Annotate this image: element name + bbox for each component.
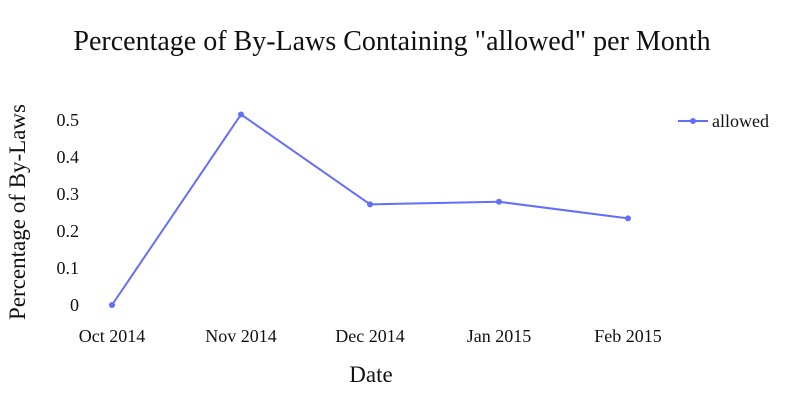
y-tick-label: 0.5 bbox=[57, 110, 80, 130]
legend-label: allowed bbox=[712, 111, 769, 131]
legend-marker-icon bbox=[690, 118, 696, 124]
series-line-0 bbox=[111, 113, 629, 306]
data-point[interactable] bbox=[109, 302, 115, 308]
data-point[interactable] bbox=[625, 215, 631, 222]
data-point[interactable] bbox=[238, 111, 244, 118]
y-tick-label: 0 bbox=[70, 295, 79, 315]
y-tick-label: 0.2 bbox=[57, 221, 80, 241]
plot-area bbox=[109, 111, 631, 308]
x-tick-label: Nov 2014 bbox=[205, 326, 277, 346]
y-tick-label: 0.1 bbox=[57, 258, 80, 278]
x-tick-label: Feb 2015 bbox=[594, 326, 662, 346]
data-point[interactable] bbox=[496, 198, 502, 205]
chart-title: Percentage of By-Laws Containing "allowe… bbox=[73, 26, 710, 57]
y-tick-label: 0.4 bbox=[57, 147, 80, 167]
y-tick-label: 0.3 bbox=[57, 184, 80, 204]
x-axis-title: Date bbox=[349, 362, 392, 387]
y-axis-ticks: 0 0.1 0.2 0.3 0.4 0.5 bbox=[57, 110, 80, 315]
x-tick-label: Jan 2015 bbox=[467, 326, 532, 346]
x-tick-label: Dec 2014 bbox=[335, 326, 404, 346]
data-point[interactable] bbox=[367, 201, 373, 208]
x-axis-ticks: Oct 2014 Nov 2014 Dec 2014 Jan 2015 Feb 2015 bbox=[79, 326, 662, 346]
legend[interactable]: allowed bbox=[678, 111, 769, 131]
x-tick-label: Oct 2014 bbox=[79, 326, 146, 346]
y-axis-title: Percentage of By-Laws bbox=[5, 104, 30, 320]
